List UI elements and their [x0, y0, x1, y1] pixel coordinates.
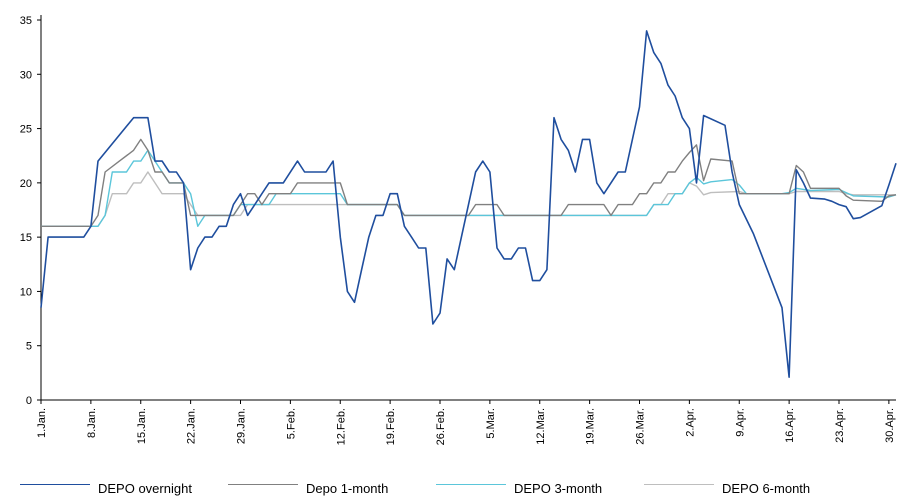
- x-tick-label: 26.Feb.: [435, 408, 447, 445]
- x-tick-label: 30.Apr.: [884, 408, 896, 443]
- legend-item: DEPO 6-month: [644, 480, 810, 496]
- x-tick-label: 2.Apr.: [684, 408, 696, 437]
- y-tick-label: 35: [20, 15, 32, 27]
- legend-swatch: [20, 483, 90, 485]
- x-tick-label: 22.Jan.: [186, 408, 198, 444]
- legend-label: Depo 1-month: [306, 480, 389, 496]
- y-tick-label: 20: [20, 178, 32, 190]
- legend-item: Depo 1-month: [228, 480, 388, 496]
- legend-item: DEPO overnight: [20, 480, 192, 496]
- x-tick-label: 16.Apr.: [784, 408, 796, 443]
- x-tick-label: 9.Apr.: [734, 408, 746, 437]
- y-tick-label: 15: [20, 232, 32, 244]
- series-line-depo-overnight: [40, 30, 897, 379]
- x-tick-label: 12.Feb.: [335, 408, 347, 445]
- series-line-depo-6-month: [41, 171, 896, 228]
- x-tick-label: 8.Jan.: [86, 408, 98, 438]
- legend: DEPO overnight Depo 1-month DEPO 3-month DE…: [0, 478, 898, 498]
- y-tick-label: 30: [20, 69, 32, 81]
- x-tick-label: 1.Jan.: [36, 408, 48, 438]
- y-tick-label: 5: [26, 341, 32, 353]
- series-line-depo-1-month: [41, 138, 897, 228]
- legend-label: DEPO 6-month: [722, 480, 811, 496]
- legend-swatch: [644, 483, 714, 485]
- y-tick-label: 25: [20, 124, 32, 136]
- legend-swatch: [228, 483, 298, 485]
- x-tick-label: 19.Feb.: [385, 408, 397, 445]
- x-tick-label: 5.Mar.: [485, 408, 497, 439]
- x-tick-label: 19.Mar.: [585, 408, 597, 445]
- y-tick-label: 0: [26, 395, 32, 407]
- x-tick-label: 29.Jan.: [236, 408, 248, 444]
- x-tick-label: 15.Jan.: [136, 408, 148, 444]
- legend-swatch: [436, 483, 506, 485]
- y-tick-label: 10: [20, 286, 32, 298]
- x-tick-label: 26.Mar.: [635, 408, 647, 445]
- x-tick-label: 23.Apr.: [834, 408, 846, 443]
- x-tick-label: 5.Feb.: [285, 408, 297, 439]
- legend-label: DEPO overnight: [98, 480, 192, 496]
- legend-label: DEPO 3-month: [514, 480, 603, 496]
- x-tick-label: 12.Mar.: [535, 408, 547, 445]
- chart-svg: 0 5 10 15 20 25 30 35 1.Jan. 8.Jan. 15.Jan. 22.Jan.…: [20, 15, 897, 445]
- legend-item: DEPO 3-month: [436, 480, 602, 496]
